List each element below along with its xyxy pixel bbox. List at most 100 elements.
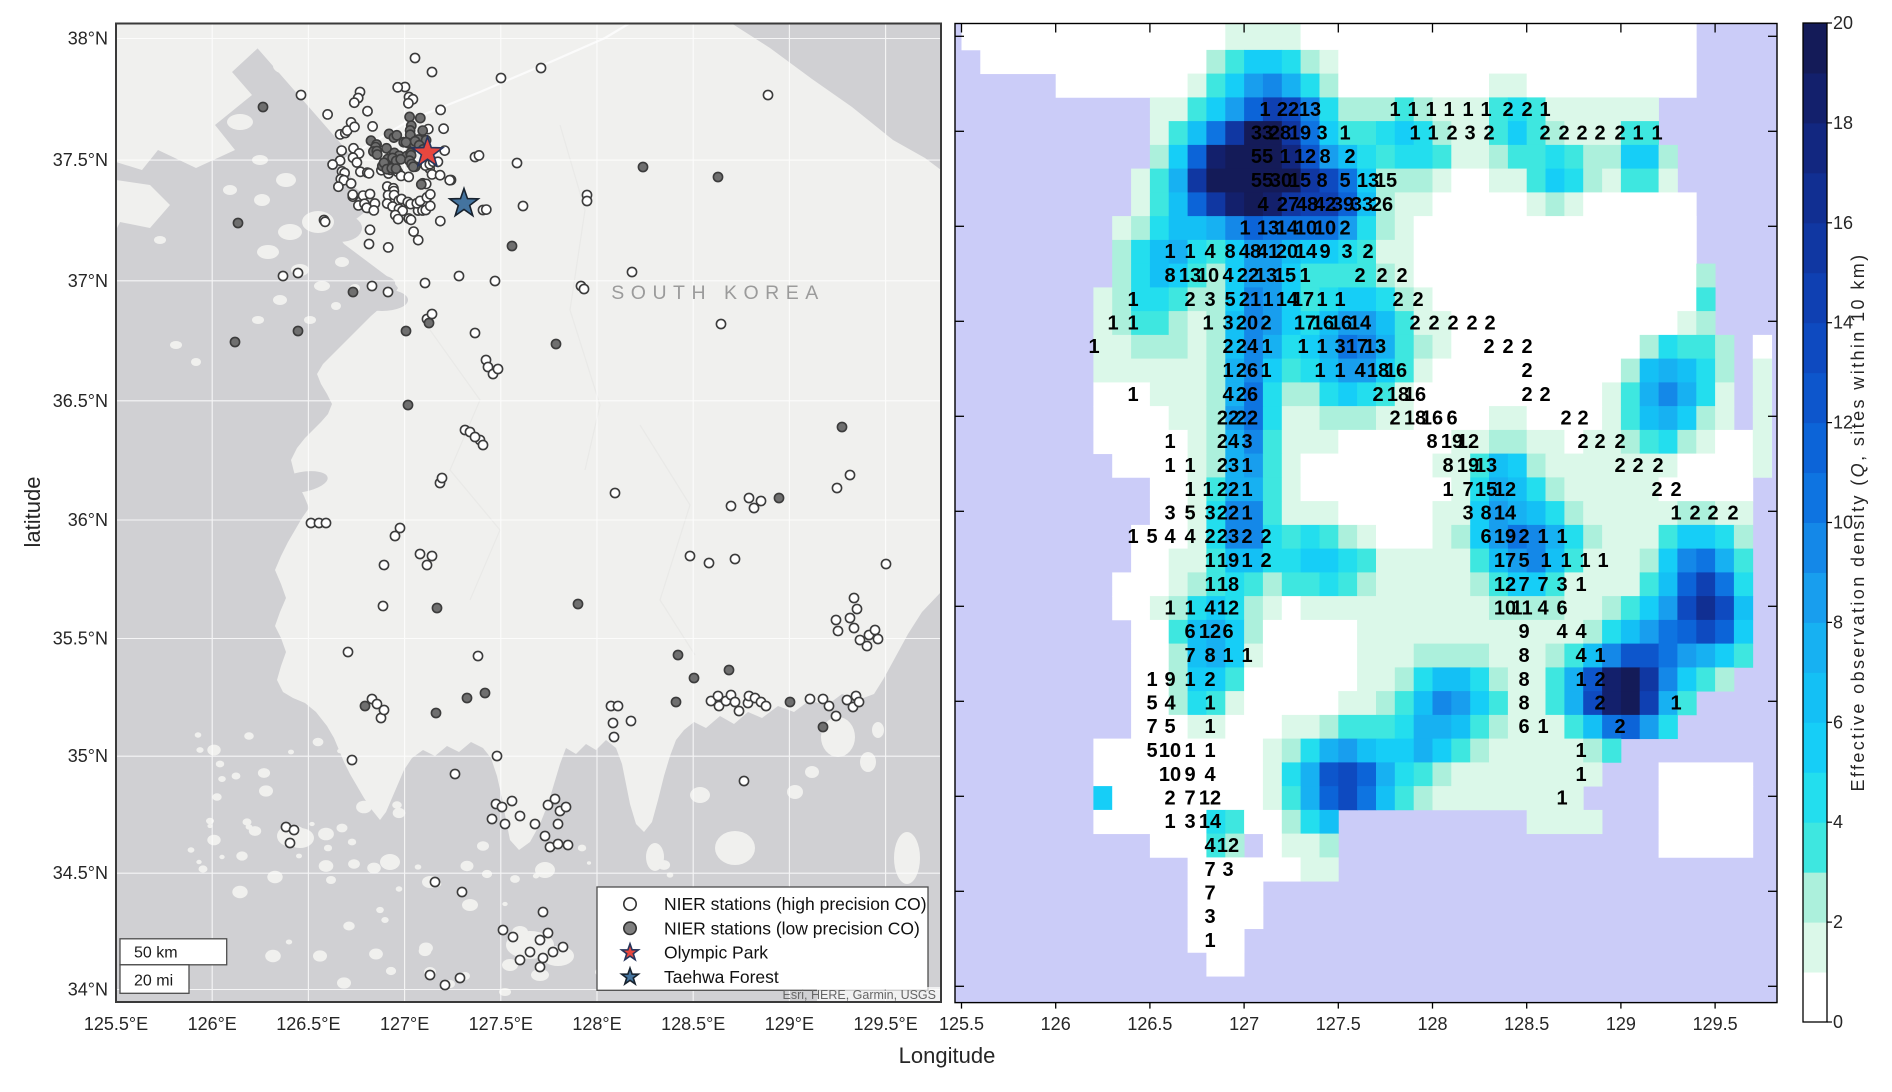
svg-text:1: 1 <box>1651 123 1662 145</box>
svg-text:13: 13 <box>1255 265 1277 287</box>
svg-text:1: 1 <box>1164 241 1175 263</box>
svg-text:2: 2 <box>1651 479 1662 501</box>
svg-text:1: 1 <box>1314 360 1325 382</box>
svg-text:2: 2 <box>1614 431 1625 453</box>
svg-text:2: 2 <box>1392 289 1403 311</box>
svg-text:16: 16 <box>1404 384 1426 406</box>
svg-text:1: 1 <box>1127 313 1138 335</box>
svg-text:13: 13 <box>1179 265 1201 287</box>
svg-text:2: 2 <box>1502 336 1513 358</box>
svg-text:2: 2 <box>1372 384 1383 406</box>
svg-text:4: 4 <box>1556 621 1568 643</box>
svg-text:1: 1 <box>1164 598 1175 620</box>
svg-text:NIER stations (high precision: NIER stations (high precision CO) <box>664 894 927 914</box>
svg-text:2: 2 <box>1446 123 1457 145</box>
svg-text:8: 8 <box>1204 645 1215 667</box>
svg-text:1: 1 <box>1222 645 1233 667</box>
svg-text:2: 2 <box>1614 123 1625 145</box>
svg-text:1: 1 <box>1556 526 1567 548</box>
svg-text:22: 22 <box>1237 265 1259 287</box>
svg-text:2: 2 <box>1594 431 1605 453</box>
svg-text:10: 10 <box>1197 265 1219 287</box>
svg-text:2: 2 <box>1339 218 1350 240</box>
svg-text:1: 1 <box>1164 431 1175 453</box>
svg-text:5: 5 <box>1184 503 1195 525</box>
svg-text:14: 14 <box>1276 218 1299 240</box>
svg-text:18: 18 <box>1833 113 1853 133</box>
svg-text:127.5°E: 127.5°E <box>469 1014 533 1034</box>
svg-text:1: 1 <box>1088 336 1099 358</box>
svg-text:2: 2 <box>1521 99 1532 121</box>
svg-text:20: 20 <box>1236 313 1258 335</box>
svg-text:15: 15 <box>1289 170 1311 192</box>
svg-text:22: 22 <box>1277 99 1299 121</box>
svg-text:1: 1 <box>1427 123 1438 145</box>
svg-text:1: 1 <box>1540 550 1551 572</box>
svg-text:1: 1 <box>1579 550 1590 572</box>
svg-text:1: 1 <box>1239 218 1250 240</box>
svg-text:11: 11 <box>1511 598 1532 620</box>
svg-text:1: 1 <box>1316 289 1327 311</box>
svg-text:5: 5 <box>1518 550 1529 572</box>
svg-text:1: 1 <box>1107 313 1118 335</box>
svg-text:35.5°N: 35.5°N <box>53 629 108 649</box>
svg-text:20: 20 <box>1833 13 1853 33</box>
svg-text:2: 2 <box>1539 123 1550 145</box>
svg-text:19: 19 <box>1289 123 1311 145</box>
svg-text:3: 3 <box>1184 811 1195 833</box>
svg-text:9: 9 <box>1184 764 1195 786</box>
svg-text:125.5: 125.5 <box>939 1014 984 1034</box>
svg-text:8: 8 <box>1316 170 1327 192</box>
svg-text:37.5°N: 37.5°N <box>53 150 108 170</box>
svg-text:1: 1 <box>1297 336 1308 358</box>
svg-text:17: 17 <box>1292 289 1314 311</box>
svg-text:1: 1 <box>1575 740 1586 762</box>
svg-text:latitude: latitude <box>20 477 45 548</box>
svg-text:128: 128 <box>1417 1014 1447 1034</box>
svg-text:14: 14 <box>1199 811 1222 833</box>
svg-text:1: 1 <box>1164 811 1175 833</box>
svg-text:13: 13 <box>1257 218 1279 240</box>
svg-text:2: 2 <box>1560 408 1571 430</box>
svg-text:37°N: 37°N <box>68 271 108 291</box>
svg-text:2: 2 <box>1483 336 1494 358</box>
svg-text:2: 2 <box>1389 408 1400 430</box>
svg-text:33: 33 <box>1251 123 1273 145</box>
svg-text:41: 41 <box>1257 241 1279 263</box>
svg-text:12: 12 <box>1833 413 1853 433</box>
svg-text:7: 7 <box>1204 859 1215 881</box>
svg-text:1: 1 <box>1670 693 1681 715</box>
svg-text:5: 5 <box>1224 289 1235 311</box>
svg-text:22: 22 <box>1236 408 1258 430</box>
svg-text:2: 2 <box>1577 408 1588 430</box>
svg-text:8: 8 <box>1518 645 1529 667</box>
svg-text:2: 2 <box>1184 289 1195 311</box>
svg-text:14: 14 <box>1276 289 1299 311</box>
svg-text:4: 4 <box>1222 384 1234 406</box>
svg-text:2: 2 <box>1241 526 1252 548</box>
svg-text:2: 2 <box>1594 669 1605 691</box>
svg-text:16: 16 <box>1385 360 1407 382</box>
svg-text:13: 13 <box>1475 455 1497 477</box>
svg-text:1: 1 <box>1442 479 1453 501</box>
svg-text:1: 1 <box>1316 336 1327 358</box>
svg-text:22: 22 <box>1217 503 1239 525</box>
svg-text:125.5°E: 125.5°E <box>84 1014 148 1034</box>
svg-text:1: 1 <box>1299 265 1310 287</box>
svg-text:26: 26 <box>1371 194 1393 216</box>
svg-text:8: 8 <box>1224 241 1235 263</box>
svg-text:4: 4 <box>1184 526 1196 548</box>
svg-text:2: 2 <box>1483 123 1494 145</box>
svg-text:50 km: 50 km <box>134 945 178 962</box>
svg-text:1: 1 <box>1575 669 1586 691</box>
svg-text:2: 2 <box>1521 384 1532 406</box>
svg-text:1: 1 <box>1409 123 1420 145</box>
svg-text:2: 2 <box>1518 526 1529 548</box>
svg-text:1: 1 <box>1632 123 1643 145</box>
svg-text:1: 1 <box>1204 930 1215 952</box>
svg-text:2: 2 <box>1502 99 1513 121</box>
svg-text:3: 3 <box>1204 503 1215 525</box>
svg-text:9: 9 <box>1518 621 1529 643</box>
svg-text:1: 1 <box>1202 479 1213 501</box>
svg-text:1: 1 <box>1339 123 1350 145</box>
